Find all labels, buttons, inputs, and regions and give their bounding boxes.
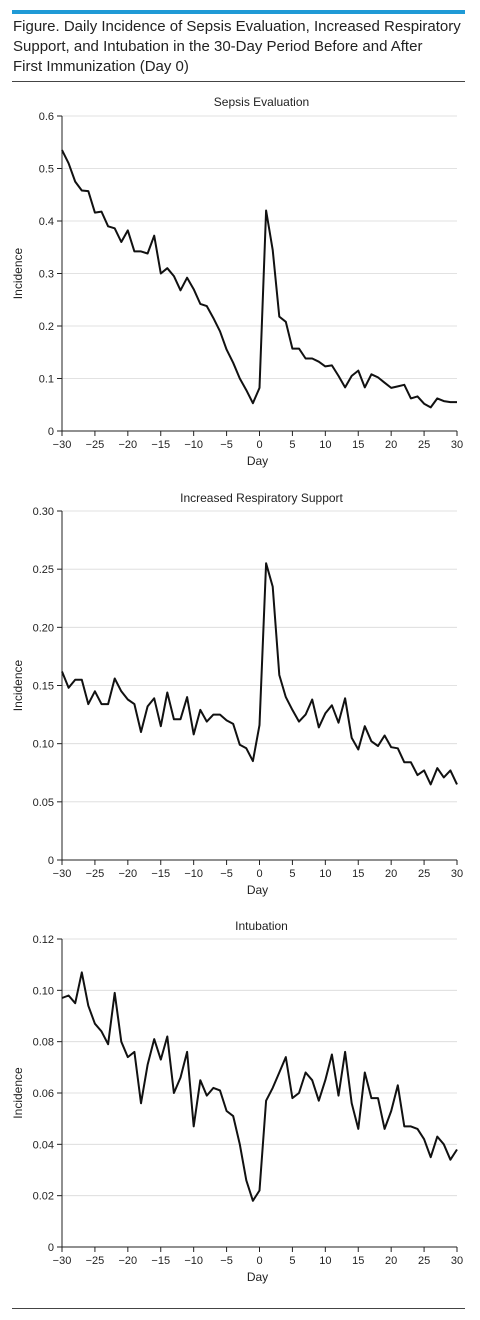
y-tick-label: 0.20 — [33, 622, 54, 634]
y-tick-label: 0.1 — [39, 374, 54, 386]
x-tick-label: 15 — [352, 868, 364, 880]
y-axis-label: Incidence — [11, 1067, 25, 1119]
chart-intubation: Intubation 0 0.02 0.04 0.06 0.08 0.10 0.12 −30 −2… — [11, 919, 463, 1284]
x-tick-label: −10 — [184, 868, 203, 880]
y-tick-label: 0.02 — [33, 1191, 54, 1203]
x-axis-label: Day — [247, 454, 268, 468]
x-tick-label: 10 — [319, 439, 331, 451]
x-tick-label: 0 — [256, 868, 262, 880]
x-tick-label: 25 — [418, 868, 430, 880]
series-line — [61, 149, 457, 409]
x-tick-label: −15 — [151, 868, 170, 880]
chart-sepsis-evaluation: Sepsis Evaluation 0 0.1 0.2 0.3 0.4 0.5 0.6 −30 −… — [11, 95, 463, 468]
y-axis-label: Incidence — [11, 247, 25, 299]
y-tick-label: 0 — [48, 1242, 54, 1254]
series-line — [61, 971, 458, 1202]
x-tick-label: −5 — [220, 868, 233, 880]
figure-accent-bar — [12, 10, 465, 14]
x-tick-label: 0 — [256, 439, 262, 451]
y-tick-label: 0.10 — [33, 739, 54, 751]
y-tick-label: 0.05 — [33, 797, 54, 809]
chart-title: Sepsis Evaluation — [214, 95, 309, 109]
x-tick-label: 20 — [385, 1255, 397, 1267]
x-tick-label: 0 — [256, 1255, 262, 1267]
x-tick-label: 5 — [289, 439, 295, 451]
y-tick-label: 0.6 — [39, 111, 54, 123]
x-tick-label: −15 — [151, 1255, 170, 1267]
x-tick-label: −20 — [118, 868, 137, 880]
x-tick-label: −20 — [118, 1255, 137, 1267]
series-line — [61, 562, 458, 786]
x-tick-label: 30 — [451, 439, 463, 451]
x-tick-label: 30 — [451, 1255, 463, 1267]
x-tick-label: −5 — [220, 1255, 233, 1267]
figure-title-line: Figure. Daily Incidence of Sepsis Evalua… — [13, 18, 461, 35]
x-tick-label: −10 — [184, 439, 203, 451]
x-tick-label: −20 — [118, 439, 137, 451]
x-axis-label: Day — [247, 1270, 268, 1284]
y-tick-label: 0.4 — [39, 216, 54, 228]
y-tick-label: 0.30 — [33, 506, 54, 518]
y-tick-label: 0 — [48, 855, 54, 867]
x-tick-label: −10 — [184, 1255, 203, 1267]
figure-title-line: First Immunization (Day 0) — [13, 58, 189, 75]
x-tick-label: 5 — [289, 1255, 295, 1267]
title-divider — [12, 81, 465, 82]
x-tick-label: −30 — [53, 439, 72, 451]
x-tick-label: 15 — [352, 1255, 364, 1267]
x-tick-label: 20 — [385, 868, 397, 880]
x-tick-label: −30 — [53, 1255, 72, 1267]
x-tick-label: −25 — [86, 439, 105, 451]
y-tick-label: 0.08 — [33, 1037, 54, 1049]
bottom-divider — [12, 1308, 465, 1309]
y-tick-label: 0.5 — [39, 164, 54, 176]
x-axis-label: Day — [247, 883, 268, 897]
chart-title: Intubation — [235, 919, 288, 933]
chart-increased-respiratory-support: Increased Respiratory Support 0 0.05 0.10 0.… — [11, 491, 463, 897]
x-tick-label: 20 — [385, 439, 397, 451]
y-axis-label: Incidence — [11, 659, 25, 711]
x-tick-label: 25 — [418, 439, 430, 451]
y-tick-label: 0.25 — [33, 564, 54, 576]
y-tick-label: 0.06 — [33, 1088, 54, 1100]
x-tick-label: 10 — [319, 1255, 331, 1267]
x-tick-label: 10 — [319, 868, 331, 880]
y-tick-label: 0.2 — [39, 321, 54, 333]
x-tick-label: 15 — [352, 439, 364, 451]
y-tick-label: 0.10 — [33, 985, 54, 997]
x-tick-label: −25 — [86, 868, 105, 880]
chart-title: Increased Respiratory Support — [180, 491, 343, 505]
figure-title-line: Support, and Intubation in the 30-Day Pe… — [13, 38, 423, 55]
x-tick-label: −30 — [53, 868, 72, 880]
x-tick-label: 25 — [418, 1255, 430, 1267]
x-tick-label: −5 — [220, 439, 233, 451]
x-tick-label: −25 — [86, 1255, 105, 1267]
x-tick-label: 5 — [289, 868, 295, 880]
y-tick-label: 0.15 — [33, 681, 54, 693]
x-tick-label: −15 — [151, 439, 170, 451]
y-tick-label: 0 — [48, 426, 54, 438]
y-tick-label: 0.12 — [33, 934, 54, 946]
y-tick-label: 0.04 — [33, 1139, 54, 1151]
x-tick-label: 30 — [451, 868, 463, 880]
y-tick-label: 0.3 — [39, 269, 54, 281]
figure-title: Figure. Daily Incidence of Sepsis Evalua… — [13, 17, 463, 77]
